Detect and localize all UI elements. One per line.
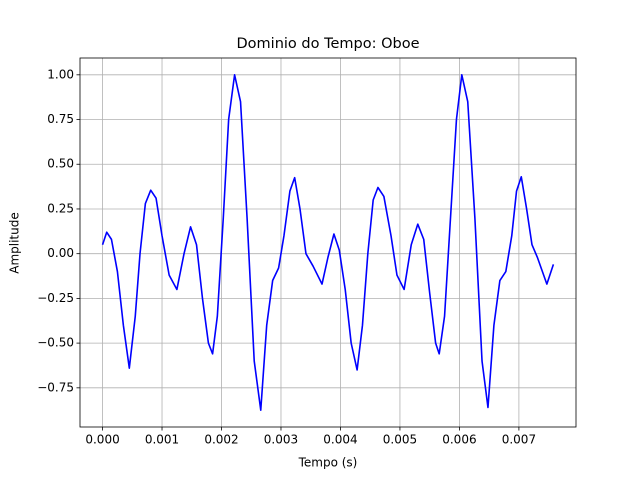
x-tick-label: 0.003 [264, 433, 298, 447]
x-axis-label: Tempo (s) [298, 456, 358, 470]
y-tick-label: −0.50 [37, 336, 74, 350]
x-tick-label: 0.002 [204, 433, 238, 447]
x-tick-label: 0.004 [323, 433, 357, 447]
chart-title: Dominio do Tempo: Oboe [237, 36, 420, 52]
x-tick-label: 0.006 [442, 433, 476, 447]
y-axis-label: Amplitude [8, 212, 22, 274]
y-tick-label: 0.75 [47, 112, 74, 126]
y-tick-label: 0.25 [47, 201, 74, 215]
plot-frame [79, 57, 577, 428]
y-tick-label: 1.00 [47, 67, 74, 81]
y-tick-label: 0.00 [47, 246, 74, 260]
x-tick-label: 0.007 [502, 433, 536, 447]
x-tick-label: 0.005 [383, 433, 417, 447]
y-tick-label: −0.25 [37, 291, 74, 305]
x-tick-label: 0.000 [85, 433, 119, 447]
x-tick-label: 0.001 [145, 433, 179, 447]
line-series [101, 74, 555, 411]
y-tick-label: −0.75 [37, 380, 74, 394]
y-tick-label: 0.50 [47, 157, 74, 171]
